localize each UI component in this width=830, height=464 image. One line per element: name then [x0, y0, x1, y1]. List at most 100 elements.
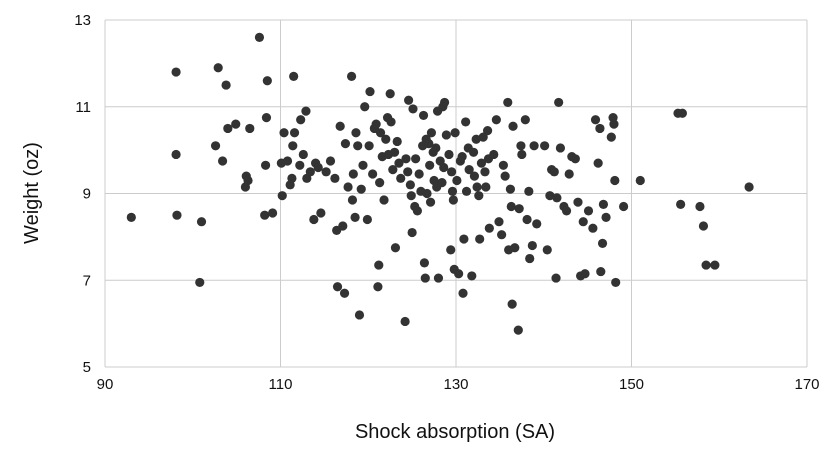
data-point [744, 182, 754, 192]
data-point [213, 63, 223, 73]
data-point [362, 214, 372, 225]
data-point [330, 173, 340, 183]
data-point [254, 32, 265, 42]
data-point [484, 223, 494, 233]
data-point [287, 173, 297, 183]
data-point [551, 273, 561, 283]
data-point [444, 149, 454, 160]
data-point [419, 258, 430, 268]
x-tick-label: 150 [619, 376, 644, 393]
data-point [542, 245, 552, 255]
data-point [364, 141, 374, 151]
data-point [332, 282, 343, 292]
data-point [335, 121, 345, 131]
data-point [245, 123, 255, 134]
data-point [348, 169, 358, 179]
data-point [313, 162, 323, 173]
x-tick-label: 130 [443, 376, 468, 393]
x-tick-labels: 90 110 130 150 170 [97, 376, 820, 393]
data-point [422, 188, 432, 199]
data-point [561, 206, 572, 216]
data-point [545, 191, 555, 201]
data-point [494, 217, 504, 227]
data-point [527, 240, 537, 251]
data-point [356, 184, 366, 194]
data-point [578, 217, 588, 227]
y-tick-label: 13 [74, 12, 91, 29]
data-point [268, 208, 278, 218]
x-tick-label: 90 [97, 376, 114, 393]
data-point [289, 128, 300, 138]
data-point [510, 243, 520, 253]
data-point [408, 104, 418, 114]
data-point [475, 234, 485, 244]
data-point [606, 132, 616, 142]
data-point [564, 169, 574, 179]
data-point [365, 86, 375, 97]
data-point [524, 186, 534, 196]
data-point [354, 310, 365, 320]
data-point [305, 167, 315, 177]
data-point [379, 195, 389, 205]
data-point [390, 243, 401, 253]
data-point [448, 195, 458, 205]
data-point [400, 316, 410, 327]
data-point [698, 221, 709, 231]
data-point [489, 149, 499, 160]
data-point [321, 167, 331, 177]
data-point [472, 182, 482, 192]
data-point [386, 117, 396, 127]
data-point [583, 206, 594, 216]
data-point [439, 162, 449, 173]
data-point [243, 175, 253, 186]
data-point [339, 288, 350, 298]
data-point [424, 139, 434, 149]
data-point [467, 271, 477, 281]
data-point [374, 260, 384, 270]
data-point [474, 191, 484, 201]
data-point [406, 191, 416, 201]
data-point [590, 115, 601, 125]
data-point [360, 102, 370, 112]
data-point [418, 110, 429, 121]
data-point [210, 141, 221, 151]
data-point [425, 197, 436, 207]
data-point [368, 169, 378, 179]
data-point [353, 141, 363, 151]
data-point [405, 180, 415, 190]
data-point [196, 217, 207, 227]
data-point [609, 119, 619, 129]
data-point [401, 154, 411, 164]
data-point [260, 160, 271, 170]
data-points [126, 32, 754, 335]
data-point [221, 80, 231, 90]
data-point [346, 71, 357, 81]
data-point [295, 160, 305, 170]
data-point [505, 184, 516, 194]
data-point [171, 149, 181, 160]
data-point [388, 165, 398, 175]
data-point [439, 97, 450, 108]
data-point [471, 134, 481, 144]
x-tick-label: 110 [269, 376, 293, 393]
data-point [701, 260, 711, 270]
y-tick-label: 11 [75, 99, 91, 116]
data-point [260, 210, 270, 220]
data-point [503, 97, 513, 108]
data-point [598, 199, 609, 209]
data-point [296, 115, 306, 125]
data-point [480, 167, 490, 177]
data-point [506, 201, 516, 212]
data-point [454, 269, 464, 279]
data-point [217, 156, 228, 166]
data-point [555, 143, 566, 153]
y-tick-label: 9 [83, 186, 91, 203]
data-point [447, 186, 458, 196]
data-point [425, 160, 435, 170]
data-point [508, 121, 518, 131]
data-point [298, 149, 308, 160]
data-point [529, 141, 539, 151]
data-point [407, 227, 417, 238]
data-point [441, 130, 451, 140]
data-point [301, 106, 311, 116]
